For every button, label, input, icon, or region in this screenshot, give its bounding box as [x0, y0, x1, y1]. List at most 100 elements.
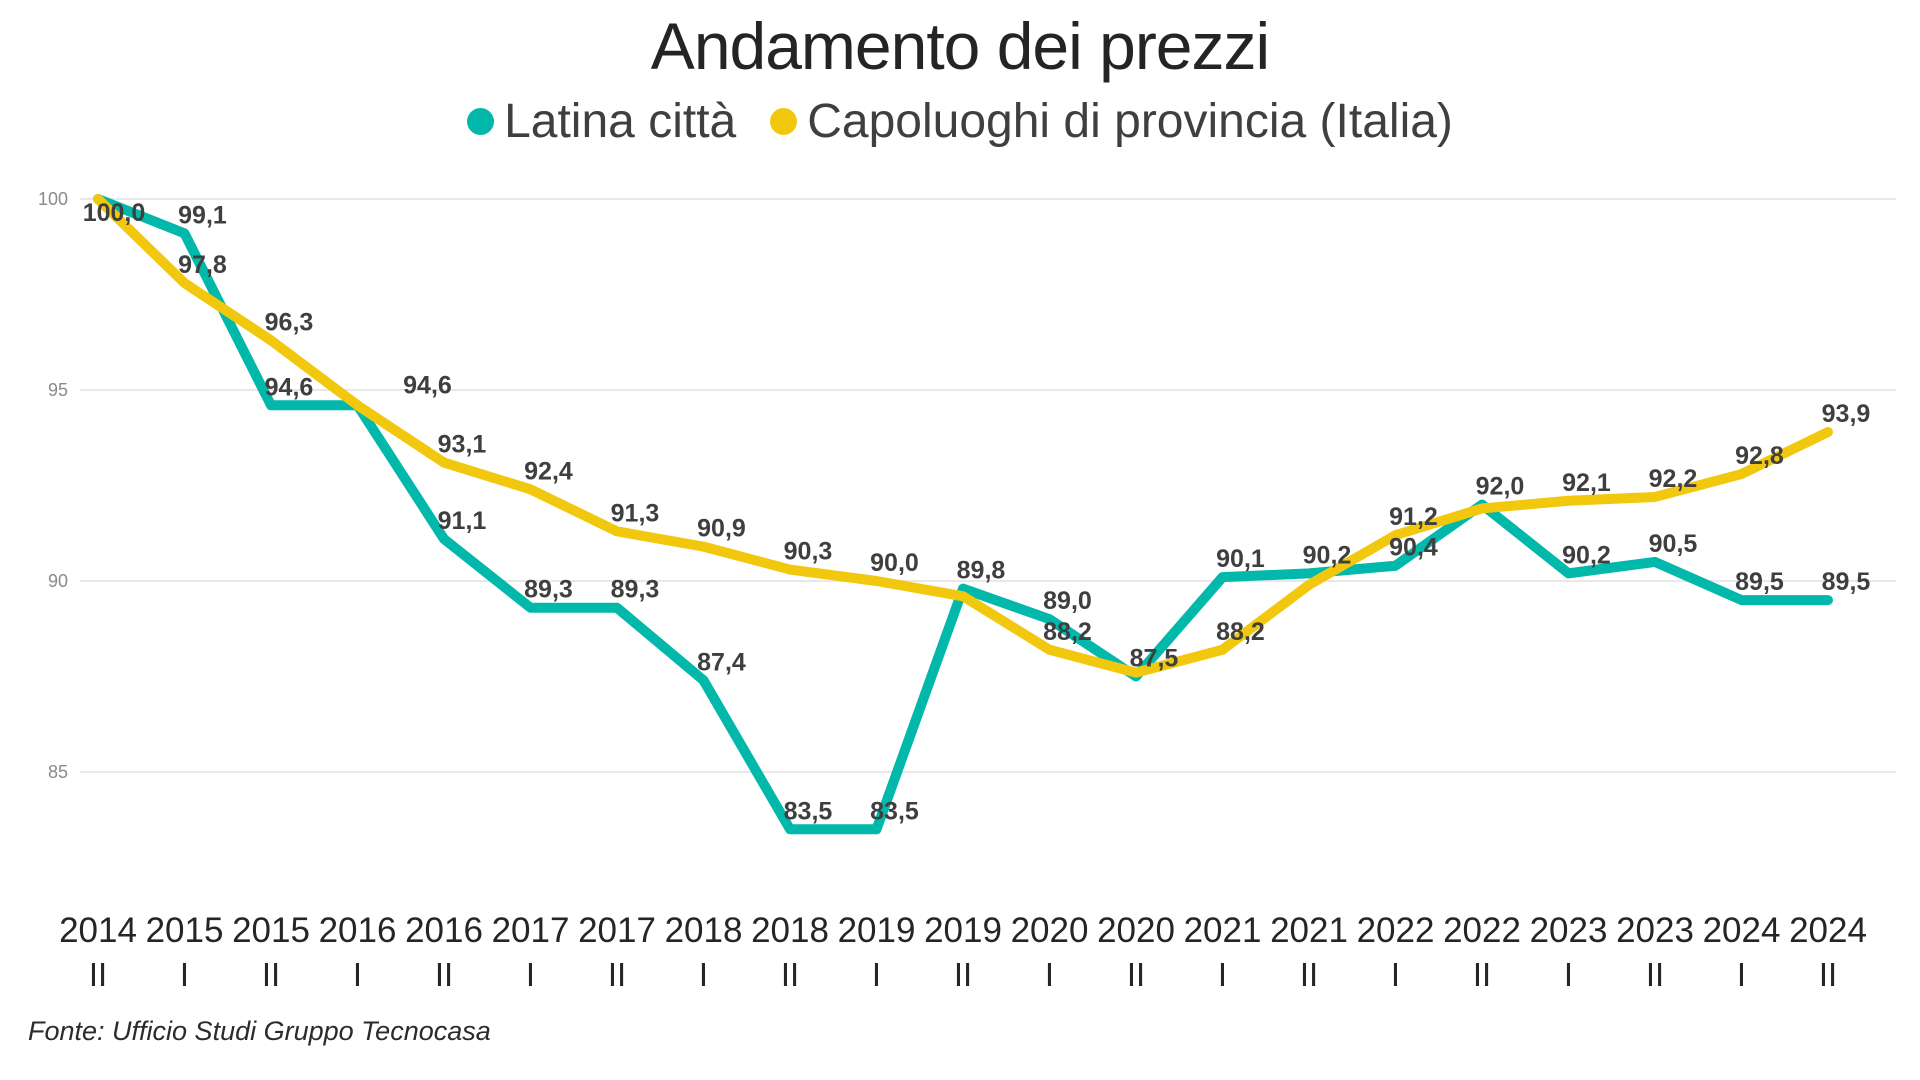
data-label: 90,4 — [1389, 534, 1438, 562]
data-label: 92,0 — [1476, 473, 1525, 501]
x-tick-year: 2019 — [838, 911, 916, 950]
data-label: 99,1 — [178, 201, 227, 229]
x-tick-year: 2021 — [1270, 911, 1348, 950]
legend: Latina città Capoluoghi di provincia (It… — [0, 94, 1920, 149]
gridlines — [80, 198, 1896, 773]
legend-item-capoluoghi: Capoluoghi di provincia (Italia) — [770, 94, 1453, 149]
data-label: 92,4 — [524, 457, 573, 485]
x-tick-semester: II — [1127, 956, 1145, 993]
x-tick-semester: I — [353, 956, 362, 993]
y-tick-label: 100 — [38, 189, 68, 209]
data-label: 90,9 — [697, 515, 746, 543]
legend-dot-capoluoghi-icon — [770, 108, 798, 135]
data-label: 90,3 — [784, 538, 833, 566]
legend-item-latina: Latina città — [467, 94, 736, 149]
x-tick-semester: I — [872, 956, 881, 993]
data-label: 93,9 — [1822, 400, 1871, 428]
data-label: 89,8 — [957, 557, 1006, 585]
y-tick-label: 90 — [48, 571, 68, 591]
data-label: 92,2 — [1649, 465, 1698, 493]
data-label: 90,2 — [1303, 541, 1352, 569]
x-tick-year: 2018 — [665, 911, 743, 950]
x-tick-year: 2016 — [405, 911, 483, 950]
x-tick-year: 2022 — [1357, 911, 1435, 950]
x-tick-year: 2023 — [1616, 911, 1694, 950]
x-tick-semester: II — [435, 956, 453, 993]
x-tick-year: 2014 — [59, 911, 137, 950]
x-tick-year: 2024 — [1789, 911, 1867, 950]
data-label: 96,3 — [265, 308, 314, 336]
legend-dot-latina-icon — [467, 108, 495, 135]
data-label: 100,0 — [83, 199, 146, 227]
x-tick-semester: II — [1646, 956, 1664, 993]
legend-label-latina: Latina città — [504, 95, 737, 148]
x-tick-year: 2020 — [1097, 911, 1175, 950]
x-tick-semester: II — [954, 956, 972, 993]
data-label: 93,1 — [438, 431, 487, 459]
data-label: 87,4 — [697, 648, 746, 676]
x-tick-year: 2016 — [319, 911, 397, 950]
data-label: 90,2 — [1562, 541, 1611, 569]
legend-label-capoluoghi: Capoluoghi di provincia (Italia) — [807, 95, 1453, 148]
x-tick-year: 2018 — [751, 911, 829, 950]
chart-title: Andamento dei prezzi — [650, 9, 1270, 83]
data-label: 94,6 — [265, 373, 314, 401]
data-label: 94,6 — [403, 371, 452, 399]
x-tick-semester: II — [608, 956, 626, 993]
x-tick-semester: II — [781, 956, 799, 993]
series-line-capoluoghi — [93, 194, 1833, 678]
data-label: 90,5 — [1649, 530, 1698, 558]
y-tick-label: 95 — [48, 380, 68, 400]
x-tick-semester: II — [1819, 956, 1837, 993]
x-axis-labels: 2014II2015I2015II2016I2016II2017I2017II2… — [59, 911, 1867, 993]
x-tick-year: 2022 — [1443, 911, 1521, 950]
x-tick-year: 2020 — [1011, 911, 1089, 950]
data-label: 88,2 — [1216, 618, 1265, 646]
data-labels-latina: 100,0 99,1 94,6 91,1 89,3 89,3 87,4 83,5 83,5 89,… — [83, 199, 1871, 825]
x-tick-semester: I — [1218, 956, 1227, 993]
data-label: 89,3 — [524, 576, 573, 604]
data-label: 87,5 — [1130, 645, 1179, 673]
data-label: 91,1 — [438, 507, 487, 535]
x-tick-semester: I — [180, 956, 189, 993]
data-label: 89,5 — [1822, 568, 1871, 596]
x-tick-semester: I — [1737, 956, 1746, 993]
data-label: 90,0 — [870, 549, 919, 577]
x-tick-semester: II — [89, 956, 107, 993]
x-tick-semester: II — [1300, 956, 1318, 993]
data-label: 88,2 — [1043, 618, 1092, 646]
data-label: 89,0 — [1043, 587, 1092, 615]
x-tick-semester: I — [1564, 956, 1573, 993]
x-tick-year: 2019 — [924, 911, 1002, 950]
x-tick-semester: I — [1391, 956, 1400, 993]
data-label: 91,3 — [611, 499, 660, 527]
data-label: 92,1 — [1562, 469, 1611, 497]
data-label: 83,5 — [870, 797, 919, 825]
data-label: 91,2 — [1389, 503, 1438, 531]
data-label: 89,5 — [1735, 568, 1784, 596]
x-tick-semester: I — [699, 956, 708, 993]
x-tick-year: 2021 — [1184, 911, 1262, 950]
data-label: 89,3 — [611, 576, 660, 604]
x-tick-year: 2024 — [1703, 911, 1781, 950]
x-tick-year: 2017 — [492, 911, 570, 950]
source-note: Fonte: Ufficio Studi Gruppo Tecnocasa — [28, 1016, 491, 1046]
data-label: 97,8 — [178, 251, 227, 279]
y-axis-labels: 85 90 95 100 — [38, 189, 68, 782]
data-label: 90,1 — [1216, 545, 1265, 573]
series-line-latina — [93, 194, 1833, 835]
data-labels-capoluoghi: 97,8 96,3 94,6 93,1 92,4 91,3 90,9 90,3 90,0 88,2… — [178, 251, 1870, 646]
y-tick-label: 85 — [48, 762, 68, 782]
x-tick-semester: II — [262, 956, 280, 993]
x-tick-year: 2023 — [1530, 911, 1608, 950]
x-tick-semester: II — [1473, 956, 1491, 993]
x-tick-year: 2015 — [146, 911, 224, 950]
x-tick-semester: I — [1045, 956, 1054, 993]
x-tick-semester: I — [526, 956, 535, 993]
data-label: 92,8 — [1735, 442, 1784, 470]
x-tick-year: 2015 — [232, 911, 310, 950]
x-tick-year: 2017 — [578, 911, 656, 950]
data-label: 83,5 — [784, 797, 833, 825]
